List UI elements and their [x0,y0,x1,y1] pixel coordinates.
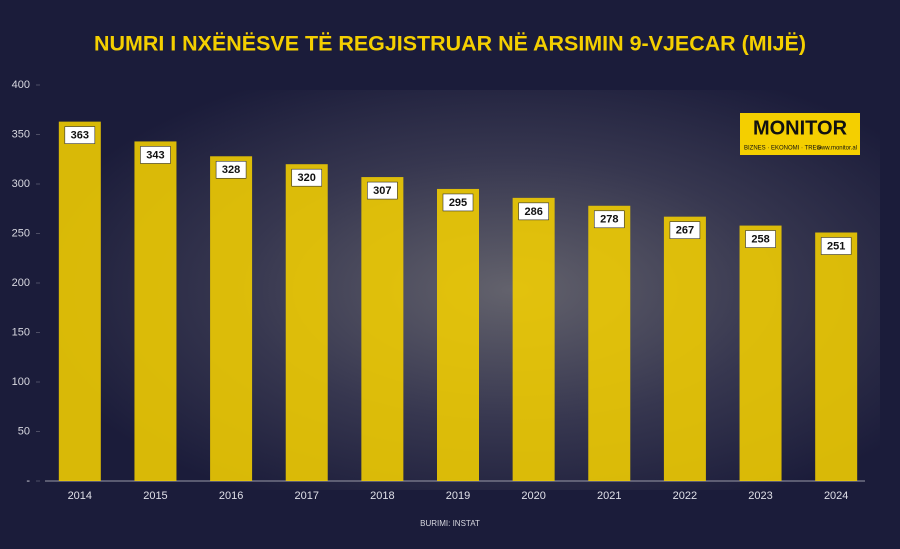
value-label: 307 [373,185,391,197]
source: BURIMI: INSTAT [420,519,480,528]
y-tick-label: 100 [12,376,30,388]
value-label: 278 [600,214,618,226]
logo-name: MONITOR [753,117,848,139]
x-tick-label: 2016 [219,490,243,502]
y-tick-label: 400 [12,79,30,91]
chart-title: NUMRI I NXËNËSVE TË REGJISTRUAR NË ARSIM… [94,33,806,56]
y-tick-label: 50 [18,425,30,437]
value-label-box [518,202,549,221]
value-label-box [593,210,625,229]
bar [588,205,631,481]
y-tick-label: - [26,475,30,487]
x-tick-label: 2017 [294,490,318,502]
value-label: 343 [146,149,164,161]
value-label: 320 [298,172,316,184]
x-tick-label: 2020 [521,490,545,502]
value-label-box [64,126,96,144]
bar [134,141,177,481]
y-tick-label: 250 [12,227,30,239]
x-tick-label: 2015 [143,490,167,502]
value-label: 328 [222,164,240,176]
x-tick-label: 2019 [446,490,470,502]
bar [361,177,404,481]
x-tick-label: 2022 [673,490,697,502]
value-label: 267 [676,225,694,237]
value-label: 363 [71,130,89,142]
value-label-box [442,193,474,212]
bar [663,216,706,482]
value-label: 258 [751,233,769,245]
bar [210,156,253,481]
x-tick-label: 2021 [597,490,621,502]
bar [512,197,555,482]
value-label: 251 [827,240,845,252]
value-label-box [820,237,852,255]
y-tick-label: 200 [12,277,30,289]
logo-box [740,113,860,155]
value-label-box [367,181,398,200]
y-tick-label: 300 [12,178,30,190]
value-label: 295 [449,197,467,209]
x-tick-label: 2018 [370,490,394,502]
y-tick-label: 350 [12,128,30,140]
x-tick-label: 2014 [68,490,92,502]
x-tick-label: 2024 [824,490,848,502]
value-label-box [745,230,776,248]
value-label-box [669,221,701,239]
bar [739,225,782,481]
logo-url: www.monitor.al [816,146,857,152]
y-tick-label: 150 [12,326,30,338]
value-label: 286 [524,206,542,218]
logo-tagline: BIZNES · EKONOMI · TREG [744,146,822,152]
bar [285,164,328,481]
bar [437,188,479,481]
x-tick-label: 2023 [748,490,772,502]
value-label-box [215,160,247,179]
value-label-box [291,168,323,187]
bar [815,232,858,481]
bar [58,121,101,481]
value-label-box [140,146,171,164]
